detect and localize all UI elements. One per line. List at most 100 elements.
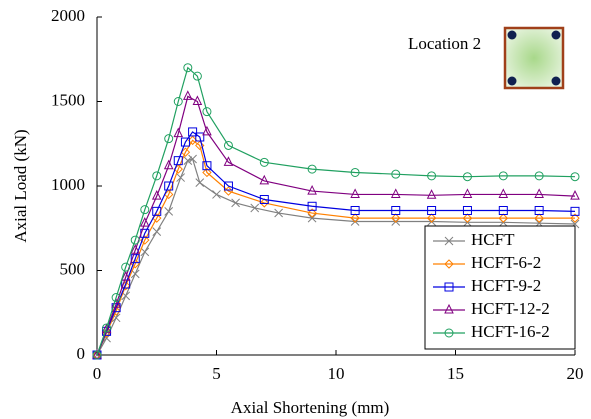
x-axis-label: Axial Shortening (mm) bbox=[231, 398, 390, 417]
marker bbox=[130, 244, 141, 254]
marker bbox=[534, 213, 544, 223]
marker bbox=[152, 206, 162, 216]
marker bbox=[101, 323, 112, 334]
marker bbox=[462, 172, 472, 182]
marker bbox=[498, 188, 509, 198]
y-tick-label: 0 bbox=[77, 344, 86, 363]
marker bbox=[120, 271, 131, 281]
legend-label: HCFT-16-2 bbox=[471, 322, 550, 341]
legend-label: HCFT bbox=[471, 230, 515, 249]
marker bbox=[444, 236, 454, 246]
marker bbox=[223, 181, 233, 191]
marker bbox=[152, 171, 162, 181]
marker bbox=[307, 184, 317, 195]
marker bbox=[462, 188, 473, 198]
marker bbox=[151, 190, 162, 200]
marker bbox=[102, 323, 112, 333]
marker bbox=[390, 188, 401, 198]
marker bbox=[307, 164, 317, 174]
marker bbox=[173, 127, 184, 138]
legend-label: HCFT-6-2 bbox=[471, 253, 541, 272]
marker bbox=[188, 127, 198, 137]
marker bbox=[350, 167, 360, 177]
marker bbox=[164, 206, 174, 216]
marker bbox=[192, 71, 202, 81]
marker bbox=[444, 282, 454, 292]
marker bbox=[427, 171, 437, 181]
y-tick-label: 500 bbox=[60, 259, 86, 278]
marker bbox=[426, 189, 437, 199]
marker bbox=[163, 159, 174, 170]
marker bbox=[259, 174, 270, 185]
marker bbox=[259, 198, 270, 208]
inset-dot bbox=[551, 30, 561, 40]
marker bbox=[426, 213, 437, 223]
marker bbox=[192, 95, 203, 105]
marker bbox=[188, 154, 197, 164]
marker bbox=[163, 189, 174, 200]
marker bbox=[173, 156, 183, 166]
marker bbox=[462, 206, 472, 216]
x-tick-label: 10 bbox=[328, 364, 345, 383]
series-line bbox=[96, 131, 576, 356]
marker bbox=[391, 213, 401, 223]
series-line bbox=[96, 139, 575, 356]
marker bbox=[183, 63, 193, 73]
marker bbox=[173, 97, 183, 106]
marker bbox=[427, 206, 437, 216]
y-tick-label: 2000 bbox=[51, 6, 85, 25]
marker bbox=[164, 134, 174, 144]
marker bbox=[139, 217, 150, 227]
marker bbox=[195, 178, 205, 187]
marker bbox=[202, 107, 212, 117]
marker bbox=[534, 171, 544, 181]
series-line bbox=[96, 158, 576, 356]
marker bbox=[391, 169, 401, 179]
marker bbox=[570, 190, 580, 200]
x-tick-label: 5 bbox=[212, 364, 221, 383]
x-tick-label: 15 bbox=[447, 364, 464, 383]
marker bbox=[570, 206, 580, 216]
marker bbox=[140, 247, 150, 257]
marker bbox=[259, 157, 269, 167]
marker bbox=[195, 140, 205, 151]
marker bbox=[570, 213, 580, 223]
marker bbox=[111, 293, 121, 303]
marker bbox=[462, 213, 473, 223]
marker bbox=[250, 203, 260, 213]
y-tick-label: 1000 bbox=[51, 175, 85, 194]
marker bbox=[180, 147, 191, 157]
marker bbox=[231, 198, 240, 208]
marker bbox=[92, 348, 102, 359]
marker bbox=[444, 303, 454, 314]
marker bbox=[350, 206, 360, 216]
marker bbox=[259, 195, 269, 205]
marker bbox=[202, 161, 212, 171]
marker bbox=[180, 137, 190, 147]
legend-label: HCFT-9-2 bbox=[471, 276, 541, 295]
marker bbox=[350, 188, 360, 198]
marker bbox=[307, 201, 317, 211]
marker bbox=[101, 328, 112, 338]
marker bbox=[498, 171, 508, 181]
series-line bbox=[96, 95, 576, 356]
marker bbox=[223, 140, 233, 150]
marker bbox=[195, 132, 205, 142]
y-axis-label: Axial Load (kN) bbox=[11, 129, 30, 242]
marker bbox=[202, 167, 212, 178]
marker bbox=[140, 205, 150, 215]
marker bbox=[121, 262, 131, 272]
inset-dot bbox=[507, 76, 517, 86]
marker bbox=[498, 206, 508, 216]
inset-dot bbox=[551, 76, 561, 86]
marker bbox=[274, 208, 283, 218]
inset-dot bbox=[507, 30, 517, 40]
marker bbox=[176, 173, 186, 182]
marker bbox=[183, 90, 193, 100]
marker bbox=[534, 206, 544, 216]
x-tick-label: 0 bbox=[93, 364, 102, 383]
marker bbox=[307, 213, 317, 223]
marker bbox=[307, 208, 317, 218]
marker bbox=[570, 172, 580, 182]
